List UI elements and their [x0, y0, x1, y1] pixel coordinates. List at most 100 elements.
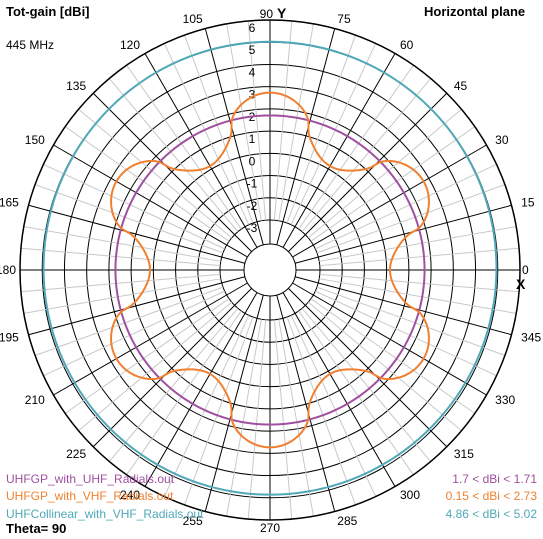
legend-series-3: UHFCollinear_with_VHF_Radials.out [6, 507, 204, 521]
grid-spoke-major [288, 288, 448, 448]
grid-spoke-minor [286, 34, 356, 224]
angle-tick-label: 345 [521, 330, 541, 344]
grid-spoke-minor [247, 319, 267, 520]
grid-spoke-minor [290, 315, 377, 497]
grid-spoke-major [294, 276, 512, 336]
angle-tick-label: 330 [495, 393, 515, 407]
y-axis-label: Y [277, 5, 287, 21]
legend-series-2: UHFGP_with_VHF_Radials.out [6, 489, 174, 503]
angle-tick-label: 240 [120, 488, 140, 502]
angle-tick-label: 270 [260, 521, 280, 535]
angle-tick-label: 300 [400, 488, 420, 502]
angle-tick-label: 0 [522, 263, 529, 277]
grid-spoke-major [288, 92, 448, 252]
grid-spoke-major [292, 144, 487, 258]
grid-spoke-major [282, 53, 396, 248]
grid-spoke-major [28, 204, 246, 264]
radial-tick-label: 5 [249, 43, 256, 57]
grid-spoke-minor [226, 319, 262, 517]
radial-tick-label: 6 [249, 21, 256, 35]
grid-spoke-minor [278, 319, 314, 517]
legend-range-2: 0.15 < dBi < 2.73 [445, 489, 537, 503]
grid-spoke-minor [108, 307, 239, 462]
grid-spoke-minor [108, 78, 239, 233]
angle-tick-label: 150 [25, 133, 45, 147]
grid-spoke-minor [319, 273, 520, 293]
grid-spoke-minor [307, 108, 462, 239]
grid-spoke-minor [307, 301, 462, 432]
grid-spoke-major [92, 288, 252, 448]
grid-spoke-minor [23, 226, 221, 262]
angle-tick-label: 135 [66, 79, 86, 93]
grid-spoke-minor [43, 290, 225, 377]
grid-spoke-minor [34, 286, 224, 356]
legend-range-3: 4.86 < dBi < 5.02 [445, 507, 537, 521]
angle-tick-labels: 0153045607590105120135150165180195210225… [0, 7, 541, 535]
grid-circle-center [243, 243, 297, 297]
angle-tick-label: 180 [0, 263, 16, 277]
grid-spoke-minor [278, 23, 314, 221]
grid-spoke-minor [78, 301, 233, 432]
grid-spoke-minor [316, 286, 506, 356]
angle-tick-label: 210 [25, 393, 45, 407]
radial-tick-label: 0 [249, 154, 256, 168]
polar-grid [19, 19, 521, 521]
grid-spoke-minor [163, 43, 250, 225]
theta-label: Theta= 90 [6, 521, 67, 536]
grid-spoke-minor [315, 163, 497, 250]
grid-spoke-minor [163, 315, 250, 497]
angle-tick-label: 30 [495, 133, 509, 147]
grid-spoke-major [292, 282, 487, 396]
angle-tick-label: 165 [0, 196, 19, 210]
grid-spoke-minor [64, 126, 230, 242]
grid-spoke-minor [310, 126, 476, 242]
angle-tick-label: 315 [454, 447, 474, 461]
angle-tick-label: 90 [260, 7, 274, 21]
grid-spoke-major [144, 53, 258, 248]
grid-spoke-minor [315, 290, 497, 377]
angle-tick-label: 225 [66, 447, 86, 461]
grid-spoke-minor [226, 23, 262, 221]
grid-spoke-minor [78, 108, 233, 239]
grid-spoke-major [294, 204, 512, 264]
grid-spoke-minor [301, 307, 432, 462]
grid-spoke-minor [64, 298, 230, 414]
chart-title: Tot-gain [dBi] [6, 4, 90, 19]
grid-spoke-minor [319, 278, 517, 314]
grid-spoke-minor [298, 64, 414, 230]
grid-spoke-minor [273, 319, 293, 520]
legend-range-1: 1.7 < dBi < 1.71 [452, 472, 537, 486]
radial-tick-label: 4 [249, 65, 256, 79]
grid-spoke-minor [247, 20, 267, 221]
grid-spoke-minor [23, 278, 221, 314]
grid-spoke-major [204, 294, 264, 512]
angle-tick-label: 45 [454, 79, 468, 93]
grid-spoke-minor [310, 298, 476, 414]
grid-spoke-major [53, 282, 248, 396]
grid-spoke-minor [20, 247, 221, 267]
radial-tick-label: 3 [249, 88, 256, 102]
grid-spoke-major [282, 292, 396, 487]
grid-spoke-minor [43, 163, 225, 250]
grid-spoke-major [204, 28, 264, 246]
angle-tick-label: 60 [400, 38, 414, 52]
series-line-2 [110, 91, 430, 449]
grid-spoke-minor [298, 310, 414, 476]
grid-spoke-major [53, 144, 248, 258]
series-line-1 [114, 114, 426, 426]
legend-series-1: UHFGP_with_UHF_Radials.out [6, 472, 175, 486]
frequency-label: 445 MHz [6, 38, 55, 52]
angle-tick-label: 255 [183, 514, 203, 528]
radial-tick-label: -2 [247, 199, 258, 213]
grid-spoke-minor [290, 43, 377, 225]
grid-outer-rim [19, 19, 521, 521]
radial-tick-label: 1 [249, 132, 256, 146]
grid-spoke-minor [34, 184, 224, 254]
grid-spoke-minor [301, 78, 432, 233]
grid-spoke-major [28, 276, 246, 336]
grid-spoke-major [92, 92, 252, 252]
grid-spoke-minor [126, 310, 242, 476]
radial-tick-label: -1 [247, 177, 258, 191]
